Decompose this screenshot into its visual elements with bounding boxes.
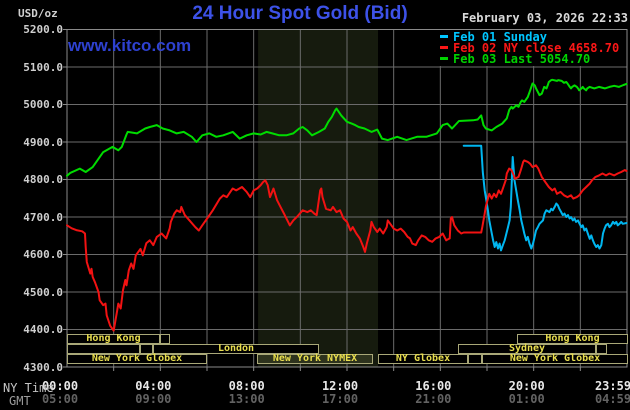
x-axis-label-ny: 23:59 — [594, 379, 630, 393]
kitco-watermark-link[interactable]: www.kitco.com — [68, 36, 192, 55]
x-axis-label-gmt: 04:59 — [594, 392, 630, 406]
session-box-empty — [160, 334, 170, 344]
legend-label: Feb 02 NY close 4658.70 — [453, 40, 620, 55]
session-box-empty — [596, 344, 607, 354]
legend-dash-icon — [440, 35, 448, 38]
session-box-new-york-globex: New York Globex — [67, 354, 207, 364]
session-box-new-york-globex: New York Globex — [482, 354, 628, 364]
x-axis-label-gmt: 17:00 — [321, 392, 359, 406]
page-title: 24 Hour Spot Gold (Bid) — [192, 3, 408, 24]
y-axis-label: 4800.0 — [23, 173, 63, 186]
series-line-feb01 — [462, 144, 628, 252]
x-axis-label-ny: 20:00 — [508, 379, 545, 393]
legend-label: Feb 03 Last 5054.70 — [453, 51, 591, 66]
x-axis-label-ny: 04:00 — [135, 379, 172, 393]
legend-item-1: Feb 02 NY close 4658.70 — [440, 40, 620, 55]
x-axis-label-gmt: 21:00 — [415, 392, 452, 406]
y-axis-label: 4600.0 — [23, 248, 63, 261]
session-box-sydney: Sydney — [458, 344, 596, 354]
legend-item-2: Feb 03 Last 5054.70 — [440, 51, 619, 66]
session-box-new-york-nymex: New York NYMEX — [257, 354, 373, 364]
legend-dash-icon — [440, 46, 448, 49]
y-axis-label: 4700.0 — [23, 210, 63, 224]
legend-label: Feb 01 Sunday — [453, 29, 547, 44]
x-axis-label-ny: 00:00 — [41, 379, 79, 393]
x-axis-label-gmt: 09:00 — [135, 392, 172, 406]
session-box-ny-globex: NY Globex — [378, 354, 468, 364]
x-axis-label-gmt: 13:00 — [228, 392, 265, 406]
session-box-empty — [468, 354, 482, 364]
gmt-axis-caption: GMT — [9, 394, 31, 408]
x-axis-label-ny: 08:00 — [228, 379, 265, 393]
series-line-feb03 — [66, 78, 628, 177]
y-axis-label: 4900.0 — [23, 135, 63, 149]
x-axis-label-ny: 16:00 — [415, 379, 452, 393]
y-axis-label: 4300.0 — [23, 360, 63, 374]
y-axis-label: 5200.0 — [23, 23, 63, 36]
x-axis-label-gmt: 01:00 — [508, 392, 545, 406]
timestamp: February 03, 2026 22:33 — [461, 11, 628, 25]
x-axis-label-ny: 12:00 — [321, 379, 359, 393]
nymex-session-band — [258, 29, 379, 367]
legend-item-0: Feb 01 Sunday — [440, 29, 619, 44]
x-axis-label-gmt: 05:00 — [41, 392, 79, 406]
y-axis-label: 5000.0 — [23, 98, 63, 111]
y-axis-label: 4500.0 — [23, 285, 63, 299]
legend-dash-icon — [440, 57, 448, 60]
legend: Feb 01 Sunday Feb 02 NY close 4658.70 Feb … — [438, 29, 622, 66]
y-axis-label: 5100.0 — [23, 60, 63, 74]
y-axis-unit-label: USD/oz — [18, 7, 58, 20]
ny-time-axis-caption: NY Time — [3, 381, 54, 395]
series-line-feb02 — [66, 159, 628, 332]
session-box-hong-kong: Hong Kong — [67, 334, 160, 344]
session-box-hong-kong: Hong Kong — [517, 334, 628, 344]
session-box-empty — [140, 344, 153, 354]
session-box-london: London — [153, 344, 319, 354]
y-axis-label: 4400.0 — [23, 323, 63, 336]
session-box-empty — [67, 344, 140, 354]
